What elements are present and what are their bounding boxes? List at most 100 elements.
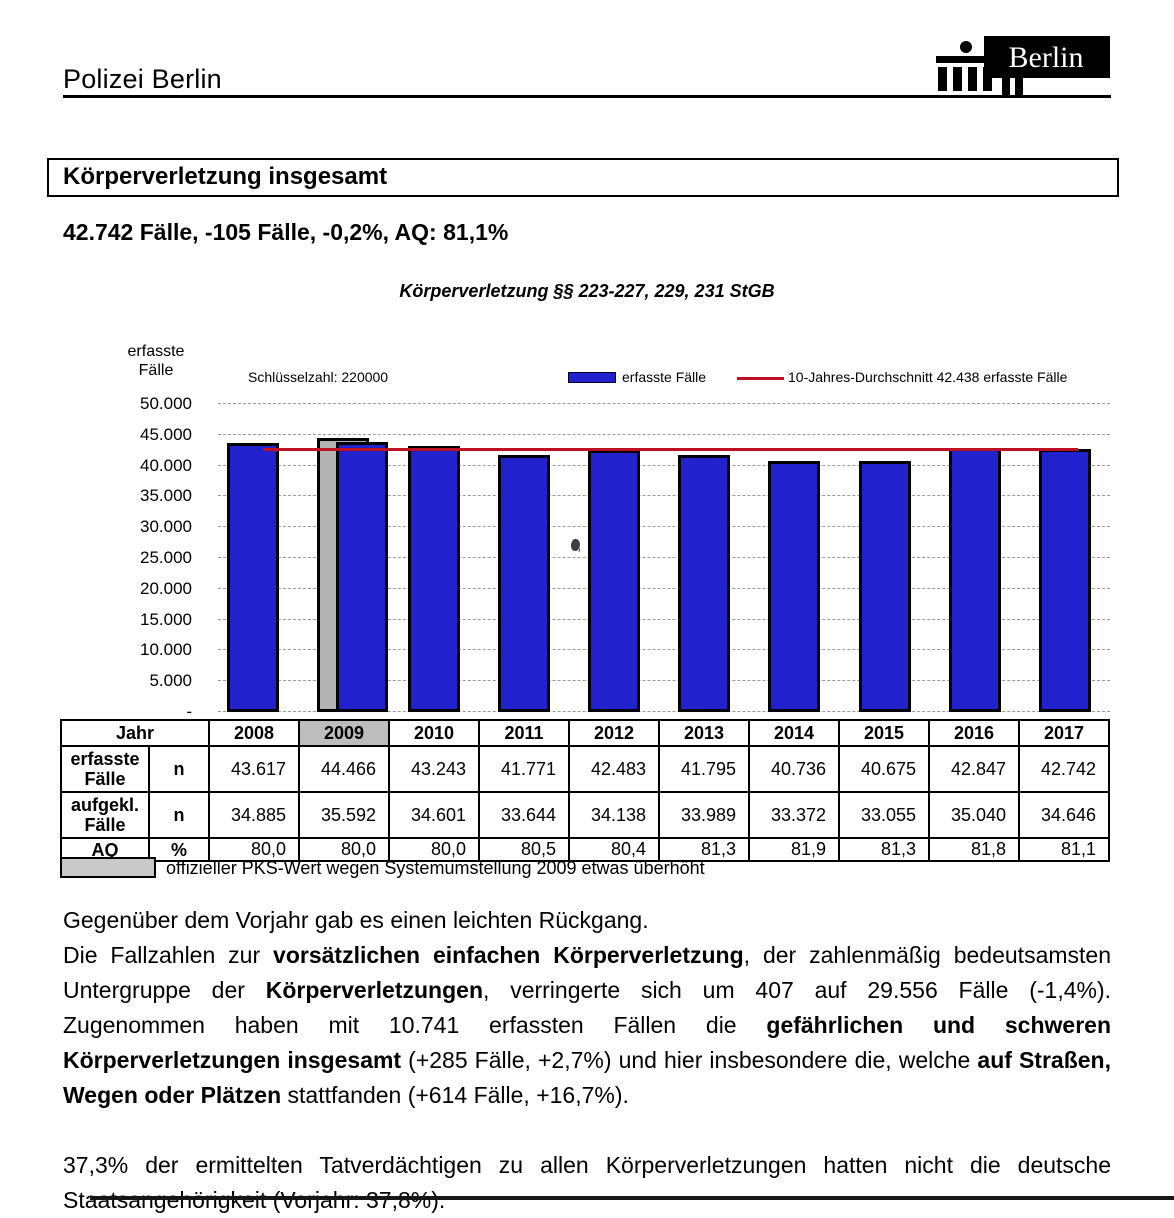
legend-average-line-label: 10-Jahres-Durchschnitt 42.438 erfasste F… (788, 369, 1068, 385)
jahr-header-cell: Jahr (60, 719, 210, 747)
y-tick-label: 50.000 (140, 394, 192, 413)
section-title: Körperverletzung insgesamt (63, 163, 388, 190)
gridline (218, 403, 1110, 404)
table-cell: 42.742 (1018, 745, 1110, 793)
table-cell: 80,5 (478, 837, 570, 862)
table-cell: 34.138 (568, 791, 660, 839)
table-cell: 42.483 (568, 745, 660, 793)
table-cell: 42.847 (928, 745, 1020, 793)
berlin-wordmark-box (984, 36, 1110, 78)
table-cell: 35.592 (298, 791, 390, 839)
text-segment: stattfanden (+614 Fälle, +16,7%). (281, 1082, 629, 1108)
table-cell: 80,0 (208, 837, 300, 862)
header-rule (63, 95, 1111, 98)
table-cell: 40.675 (838, 745, 930, 793)
table-cell: 34.646 (1018, 791, 1110, 839)
bar-2013 (678, 454, 731, 712)
bar-2009 (336, 441, 389, 712)
berlin-logo: Berlin (936, 36, 1110, 98)
row-label: aufgekl. Fälle (60, 791, 150, 839)
table-row: erfasste Fälle n 43.617 44.466 43.243 41.771 4… (60, 745, 1110, 793)
row-unit: % (148, 837, 210, 862)
bar-2017 (1038, 448, 1091, 712)
table-header-row: Jahr 2008 2009 2010 2011 2012 2013 2014 2015 2016… (60, 719, 1110, 747)
table-cell: 80,0 (298, 837, 390, 862)
average-line (263, 447, 1078, 451)
y-tick-label: 25.000 (140, 548, 192, 567)
bar-2014 (768, 461, 821, 712)
year-header-2012: 2012 (568, 719, 660, 747)
body-paragraph: 37,3% der ermittelten Tatverdächtigen zu… (63, 1148, 1111, 1218)
org-name: Polizei Berlin (63, 64, 222, 94)
table-cell: 34.885 (208, 791, 300, 839)
y-axis-ticks: - 5.000 10.000 15.000 20.000 25.000 30.000 35.0… (100, 394, 196, 721)
text-segment: auf Straßen, Wegen oder Plätzen (63, 1047, 1111, 1108)
table-cell: 81,3 (838, 837, 930, 862)
gridline (218, 587, 1110, 589)
table-cell: 43.243 (388, 745, 480, 793)
table-cell: 33.644 (478, 791, 570, 839)
year-header-2017: 2017 (1018, 719, 1110, 747)
y-tick-label: - (186, 702, 192, 721)
scan-edge-artifact (90, 1196, 1174, 1200)
text-segment: Die Fallzahlen zur (63, 942, 274, 968)
chart-title: Körperverletzung §§ 223-227, 229, 231 St… (399, 281, 775, 301)
bar-2008 (227, 443, 280, 712)
table-cell: 81,8 (928, 837, 1020, 862)
y-tick-label: 45.000 (140, 424, 192, 444)
y-tick-label: 30.000 (140, 517, 192, 537)
gridline (218, 495, 1110, 497)
y-tick-label: 5.000 (149, 671, 192, 691)
table-cell: 41.795 (658, 745, 750, 793)
bar-2016 (948, 448, 1001, 712)
gridline (218, 649, 1110, 651)
table-cell: 40.736 (748, 745, 840, 793)
table-cell: 34.601 (388, 791, 480, 839)
year-header-2009: 2009 (298, 719, 390, 747)
text-segment: (+285 Fälle, +2,7%) und hier insbesonder… (401, 1047, 978, 1073)
table-cell: 81,9 (748, 837, 840, 862)
gridline (218, 711, 1110, 712)
table-cell: 81,1 (1018, 837, 1110, 862)
table-cell: 43.617 (208, 745, 300, 793)
year-header-2011: 2011 (478, 719, 570, 747)
table-cell: 35.040 (928, 791, 1020, 839)
year-header-2015: 2015 (838, 719, 930, 747)
bar-2010 (407, 445, 460, 712)
bar-2012 (587, 450, 640, 712)
row-label: erfasste Fälle (60, 745, 150, 793)
gridline (218, 618, 1110, 620)
table-cell: 44.466 (298, 745, 390, 793)
y-tick-label: 20.000 (140, 578, 192, 598)
text-segment: gefährlichen und schweren Körperverletzu… (63, 1012, 1111, 1073)
year-header-2010: 2010 (388, 719, 480, 747)
bar-2011 (497, 454, 550, 712)
year-header-2014: 2014 (748, 719, 840, 747)
y-axis-title: erfasste Fälle (127, 343, 185, 379)
bar-2015 (858, 461, 911, 712)
pks-footnote-text: offizieller PKS-Wert wegen Systemumstell… (166, 858, 705, 878)
table-cell: 41.771 (478, 745, 570, 793)
text-segment: , verringerte sich um 407 auf 29.556 Fäl… (63, 977, 1111, 1038)
year-header-2008: 2008 (208, 719, 300, 747)
legend-bar-swatch (568, 372, 616, 383)
y-tick-label: 15.000 (140, 609, 192, 629)
table-cell: 33.372 (748, 791, 840, 839)
text-segment: Körperverletzungen (265, 977, 483, 1003)
year-header-2013: 2013 (658, 719, 750, 747)
row-unit: n (148, 745, 210, 793)
pks-footnote-swatch (60, 857, 156, 878)
gridline (218, 526, 1110, 528)
section-title-box: Körperverletzung insgesamt (47, 158, 1119, 197)
body-text: Gegenüber dem Vorjahr gab es einen leich… (63, 903, 1111, 1218)
y-tick-label: 35.000 (140, 486, 192, 506)
gridline (218, 433, 1110, 435)
summary-stats: 42.742 Fälle, -105 Fälle, -0,2%, AQ: 81,… (63, 219, 509, 245)
year-header-2016: 2016 (928, 719, 1020, 747)
text-segment: 37,3% der ermittelten Tatverdächtigen zu… (63, 1152, 1111, 1213)
row-unit: n (148, 791, 210, 839)
table-row: aufgekl. Fälle n 34.885 35.592 34.601 33.644 3… (60, 791, 1110, 839)
berlin-wordmark: Berlin (1009, 41, 1084, 74)
text-segment: , der zahlenmäßig bedeutsamsten Untergru… (63, 942, 1111, 1003)
table-cell: 33.055 (838, 791, 930, 839)
